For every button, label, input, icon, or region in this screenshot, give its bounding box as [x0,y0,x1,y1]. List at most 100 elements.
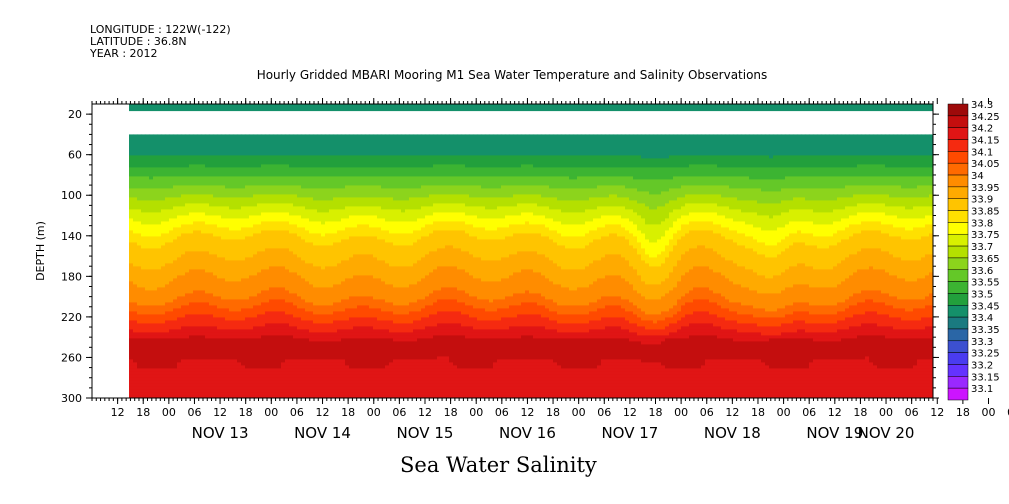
colorbar-label: 33.4 [971,313,993,324]
x-tick-label: 18 [341,406,355,419]
colorbar-label: 33.85 [971,207,1000,218]
y-tick-label: 180 [61,270,82,283]
surface-layer [129,104,933,112]
plot-frame [91,103,934,399]
colorbar-label: 34.15 [971,136,1000,147]
colorbar-swatch [947,115,969,128]
x-tick-label: 06 [905,406,919,419]
colorbar-swatch [947,233,969,247]
x-tick-label: 00 [264,406,278,419]
x-tick-label: 06 [290,406,304,419]
x-tick-label: 06 [700,406,714,419]
x-tick-label: 18 [853,406,867,419]
x-tick-label: 18 [444,406,458,419]
latitude-label: LATITUDE : 36.8N [90,35,187,48]
x-tick-label: 18 [751,406,765,419]
x-tick-label: 12 [828,406,842,419]
x-tick-label: 06 [597,406,611,419]
colorbar-label: 33.3 [971,337,993,348]
y-tick-label: 260 [61,351,82,364]
chart-title: Hourly Gridded MBARI Mooring M1 Sea Wate… [256,68,768,82]
longitude-label: LONGITUDE : 122W(-122) [90,23,231,36]
year-label: YEAR : 2012 [90,47,158,60]
x-tick-label: 12 [725,406,739,419]
colorbar-swatch [947,376,969,389]
plot-area [91,103,934,399]
colorbar-label: 34.25 [971,112,1000,123]
x-date-label: NOV 20 [858,424,915,442]
y-tick-label: 100 [61,189,82,202]
x-tick-label: 00 [777,406,791,419]
x-tick-label: 12 [316,406,330,419]
colorbar-label: 33.9 [971,195,993,206]
colorbar-label: 33.2 [971,360,993,371]
colorbar-swatch [947,364,969,377]
colorbar-swatch [947,340,969,353]
x-tick-label: 18 [546,406,560,419]
x-tick-label: 06 [187,406,201,419]
x-tick-label: 00 [674,406,688,419]
colorbar-swatch [947,352,969,365]
x-tick-label: 06 [802,406,816,419]
x-tick-label: 12 [930,406,944,419]
colorbar-label: 33.95 [971,183,1000,194]
x-date-label: NOV 17 [601,424,658,442]
colorbar-swatch [947,328,969,342]
x-tick-label: 00 [469,406,483,419]
colorbar-swatch [947,151,969,164]
colorbar-label: 33.8 [971,218,993,229]
x-tick-label: 12 [623,406,637,419]
colorbar-swatch [947,293,969,306]
y-tick-label: 300 [61,392,82,405]
colorbar-label: 34.2 [971,124,993,135]
x-tick-label: 18 [239,406,253,419]
y-tick-label: 60 [68,149,82,162]
colorbar-label: 33.7 [971,242,993,253]
colorbar-swatch [947,210,969,223]
x-tick-label: 06 [392,406,406,419]
y-tick-label: 20 [68,108,82,121]
x-tick-label: 12 [418,406,432,419]
x-tick-label: 12 [111,406,125,419]
salinity-field [129,104,933,398]
x-date-label: NOV 16 [499,424,556,442]
x-tick-label: 12 [213,406,227,419]
colorbar-swatch [947,222,969,235]
colorbar-swatch [947,281,969,294]
colorbar-swatch [947,162,969,176]
colorbar-label: 33.55 [971,278,1000,289]
colorbar-label: 33.15 [971,372,1000,383]
colorbar-label: 34 [971,171,984,182]
x-tick-label: 18 [956,406,970,419]
colorbar-swatch [947,139,969,152]
x-tick-label: 18 [136,406,150,419]
x-date-label: NOV 15 [397,424,454,442]
x-tick-label: 00 [981,406,995,419]
x-tick-label: 18 [649,406,663,419]
x-tick-label: 12 [520,406,534,419]
colorbar-swatch [947,174,969,188]
colorbar-label: 34.3 [971,100,993,111]
x-date-label: NOV 14 [294,424,351,442]
x-tick-label: 00 [879,406,893,419]
colorbar-swatch [947,316,969,330]
colorbar-swatch [947,269,969,282]
colorbar-label: 33.5 [971,289,993,300]
colorbar-label: 33.6 [971,266,993,277]
colorbar-label: 33.45 [971,301,1000,312]
x-tick-label: 06 [495,406,509,419]
x-tick-label: 06 [1007,406,1009,419]
colorbar: 34.334.2534.234.1534.134.053433.9533.933… [947,100,1000,401]
x-tick-label: 00 [367,406,381,419]
x-date-label: NOV 19 [806,424,863,442]
x-tick-label: 00 [572,406,586,419]
colorbar-swatch [947,186,969,199]
colorbar-label: 33.75 [971,230,1000,241]
colorbar-swatch [947,305,969,318]
colorbar-label: 33.65 [971,254,1000,265]
colorbar-label: 34.05 [971,159,1000,170]
x-date-label: NOV 13 [192,424,249,442]
colorbar-swatch [947,387,969,401]
y-tick-label: 140 [61,230,82,243]
